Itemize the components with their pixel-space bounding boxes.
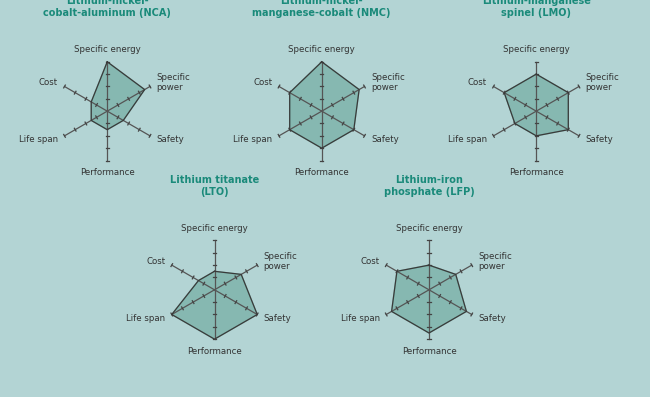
- Text: Life span: Life span: [448, 135, 487, 144]
- Text: Specific energy: Specific energy: [181, 224, 248, 233]
- Text: Cost: Cost: [468, 78, 487, 87]
- Text: Safety: Safety: [478, 314, 506, 323]
- Text: Cost: Cost: [361, 257, 380, 266]
- Polygon shape: [172, 271, 257, 339]
- Text: Safety: Safety: [371, 135, 398, 144]
- Text: Specific energy: Specific energy: [503, 45, 569, 54]
- Text: Life span: Life span: [126, 314, 165, 323]
- Text: Lithium-manganese
spinel (LMO): Lithium-manganese spinel (LMO): [482, 0, 591, 18]
- Text: Life span: Life span: [233, 135, 272, 144]
- Text: Specific energy: Specific energy: [289, 45, 355, 54]
- Text: Specific
power: Specific power: [586, 73, 619, 93]
- Text: Safety: Safety: [264, 314, 291, 323]
- Text: Performance: Performance: [80, 168, 135, 177]
- Polygon shape: [290, 62, 359, 148]
- Text: Specific
power: Specific power: [371, 73, 405, 93]
- Text: Cost: Cost: [146, 257, 165, 266]
- Text: Safety: Safety: [157, 135, 184, 144]
- Polygon shape: [91, 62, 145, 130]
- Text: Cost: Cost: [39, 78, 58, 87]
- Text: Lithium-nickel-
manganese-cobalt (NMC): Lithium-nickel- manganese-cobalt (NMC): [252, 0, 391, 18]
- Text: Life span: Life span: [19, 135, 58, 144]
- Text: Specific energy: Specific energy: [74, 45, 140, 54]
- Text: Specific
power: Specific power: [264, 252, 298, 271]
- Text: Specific
power: Specific power: [478, 252, 512, 271]
- Text: Performance: Performance: [509, 168, 564, 177]
- Text: Specific energy: Specific energy: [396, 224, 462, 233]
- Text: Cost: Cost: [254, 78, 272, 87]
- Text: Safety: Safety: [586, 135, 613, 144]
- Text: Lithium-nickel-
cobalt-aluminum (NCA): Lithium-nickel- cobalt-aluminum (NCA): [44, 0, 171, 18]
- Text: Performance: Performance: [402, 347, 456, 356]
- Text: Lithium-iron
phosphate (LFP): Lithium-iron phosphate (LFP): [384, 175, 474, 197]
- Text: Lithium titanate
(LTO): Lithium titanate (LTO): [170, 175, 259, 197]
- Polygon shape: [391, 265, 467, 333]
- Text: Performance: Performance: [294, 168, 349, 177]
- Text: Performance: Performance: [187, 347, 242, 356]
- Text: Life span: Life span: [341, 314, 380, 323]
- Text: Specific
power: Specific power: [157, 73, 190, 93]
- Polygon shape: [504, 74, 568, 136]
